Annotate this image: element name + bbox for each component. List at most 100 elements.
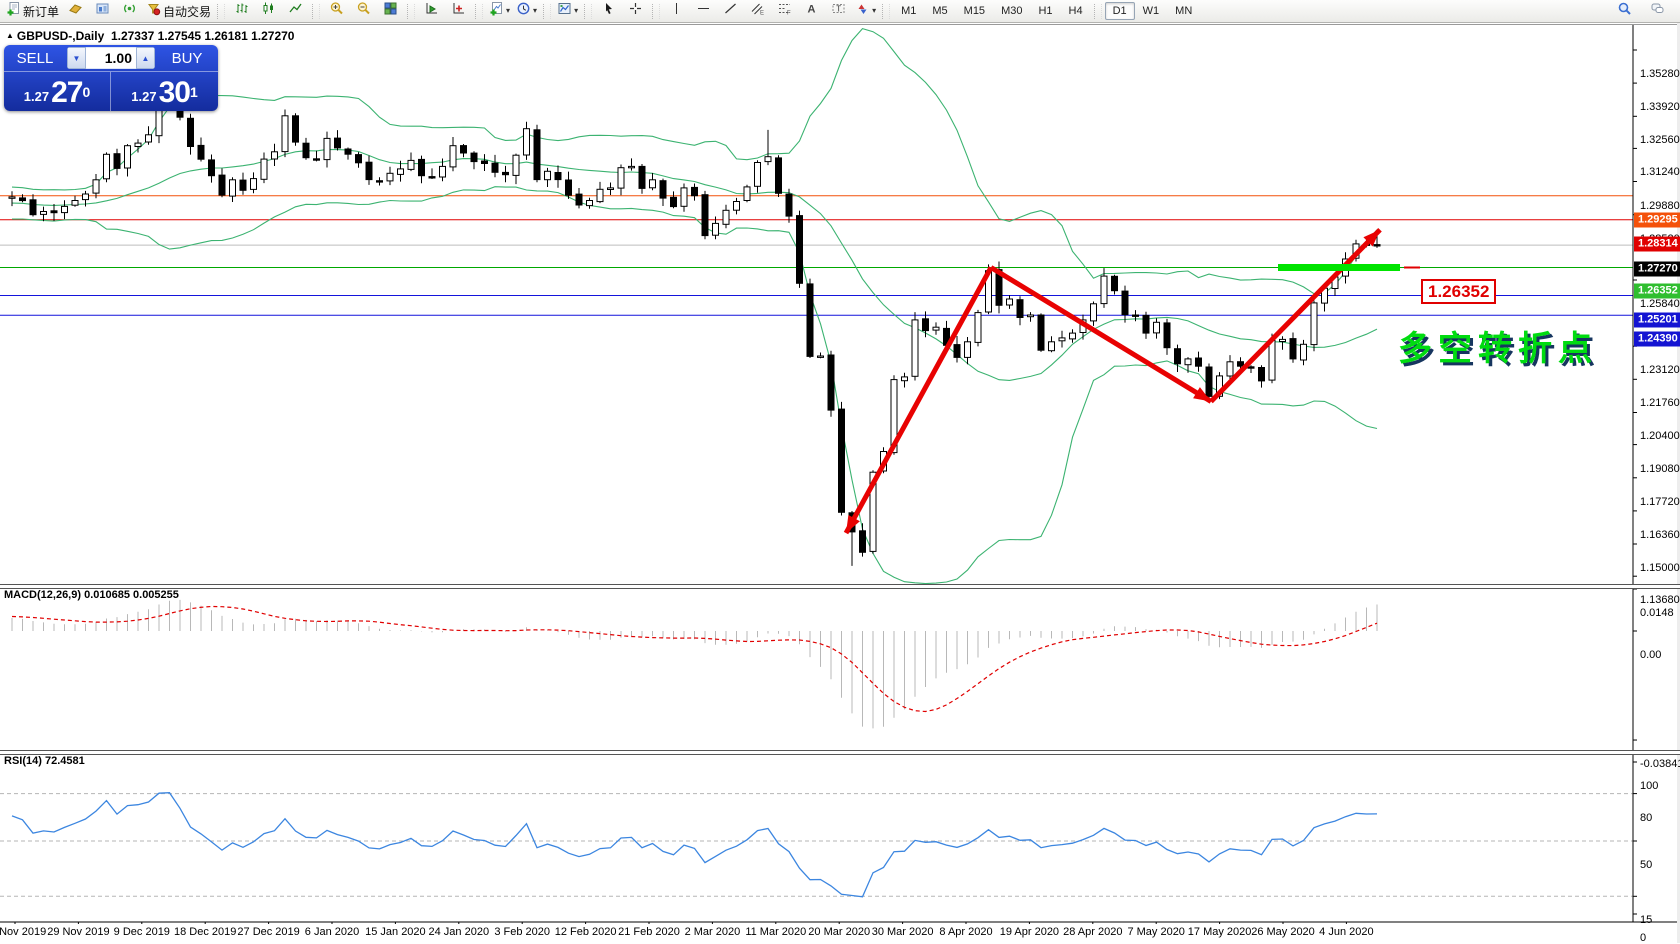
- price-tick-label: 1.15000: [1640, 562, 1680, 575]
- date-tick-label: 9 Dec 2019: [113, 926, 170, 938]
- date-tick-label: 7 May 2020: [1127, 926, 1185, 938]
- arrows-button[interactable]: ▾: [852, 0, 879, 22]
- svg-text:T: T: [836, 4, 841, 13]
- line-chart-button[interactable]: [282, 0, 309, 22]
- date-tick-label: 19 Apr 2020: [999, 926, 1060, 938]
- buy-button[interactable]: BUY: [171, 49, 203, 67]
- date-tick-label: 12 Feb 2020: [554, 926, 617, 938]
- toolbar-right-icons: [1611, 0, 1677, 22]
- indicators-icon: [557, 1, 572, 21]
- price-tick-label: 1.31240: [1640, 166, 1680, 179]
- periods-clock-button[interactable]: ▾: [513, 0, 540, 22]
- profile-button[interactable]: [62, 0, 89, 22]
- bollinger-bands: [11, 27, 1378, 585]
- main-toolbar: 新订单 自动交易 ▾ ▾ ▾ E F A T ▾ M1 M5 M15 M30 H1 H4 D1 W1 MN: [0, 0, 1680, 23]
- sell-price[interactable]: 1.27 27 0: [4, 72, 111, 111]
- rsi-line: [11, 792, 1378, 898]
- new-chart-button[interactable]: ▾: [486, 0, 513, 22]
- timeframe-h1-button[interactable]: H1: [1038, 5, 1053, 17]
- tile-windows-button[interactable]: [377, 0, 404, 22]
- sell-button[interactable]: SELL: [16, 49, 54, 67]
- svg-text:A: A: [808, 4, 816, 16]
- toolbar-separator: [217, 3, 226, 19]
- candle-chart-button[interactable]: [255, 0, 282, 22]
- search-button[interactable]: [1611, 0, 1638, 22]
- price-tag-1.25201: 1.25201: [1634, 312, 1680, 328]
- date-tick-label: 6 Jan 2020: [304, 926, 360, 938]
- cursor-button[interactable]: [595, 0, 622, 22]
- price-tag-1.24390: 1.24390: [1634, 331, 1680, 347]
- fibonacci-icon: F: [777, 1, 792, 21]
- volume-stepper[interactable]: ▼ ▲: [67, 47, 155, 69]
- buy-price-small: 1.27: [131, 89, 157, 104]
- cn-annotation-text[interactable]: 多空转折点: [1398, 330, 1598, 368]
- chat-icon: [1650, 1, 1665, 21]
- chat-button[interactable]: [1644, 0, 1671, 22]
- signal-button[interactable]: [116, 0, 143, 22]
- zoom-in-button[interactable]: [323, 0, 350, 22]
- channel-button[interactable]: E: [744, 0, 771, 22]
- price-annotation-box[interactable]: 1.26352: [1421, 279, 1497, 304]
- symbol-period-label: GBPUSD-,Daily: [16, 29, 105, 43]
- timeframe-w1-button[interactable]: W1: [1142, 5, 1160, 17]
- hline-button[interactable]: [690, 0, 717, 22]
- collapse-arrow-icon[interactable]: ▲: [6, 31, 14, 40]
- bar-chart-icon: [234, 1, 249, 21]
- timeframe-mn-button[interactable]: MN: [1175, 5, 1193, 17]
- chart-add-button[interactable]: [445, 0, 472, 22]
- toolbar-separator: [407, 3, 416, 19]
- charts-window-button[interactable]: [89, 0, 116, 22]
- text-button[interactable]: A: [798, 0, 825, 22]
- date-tick-label: 28 Apr 2020: [1063, 926, 1123, 938]
- volume-input[interactable]: [86, 48, 136, 68]
- new-order-button[interactable]: 新订单: [3, 0, 62, 22]
- timeframe-h4-button[interactable]: H4: [1068, 5, 1083, 17]
- sell-price-big: 27: [51, 76, 83, 109]
- macd-tick-label: 0.00: [1640, 649, 1662, 661]
- macd-indicator-label: MACD(12,26,9) 0.010685 0.005255: [4, 589, 179, 601]
- price-tag-1.28314: 1.28314: [1634, 236, 1680, 252]
- label-button[interactable]: T: [825, 0, 852, 22]
- date-tick-label: 8 Apr 2020: [939, 926, 993, 938]
- volume-increase-button[interactable]: ▲: [136, 47, 155, 69]
- crosshair-button[interactable]: [622, 0, 649, 22]
- green-level-bar: [1278, 264, 1400, 271]
- fibonacci-button[interactable]: F: [771, 0, 798, 22]
- trendline-button[interactable]: [717, 0, 744, 22]
- macd-histogram: [11, 599, 1378, 729]
- toolbar-separator: [882, 3, 891, 19]
- chart-play-button[interactable]: [418, 0, 445, 22]
- buy-price[interactable]: 1.27 30 1: [111, 72, 218, 111]
- chart-window[interactable]: ▲ GBPUSD-,Daily 1.27337 1.27545 1.26181 1…: [0, 24, 1680, 944]
- dropdown-caret-icon: ▾: [872, 6, 877, 15]
- sell-price-sup: 0: [82, 84, 91, 100]
- new-chart-icon: [489, 1, 504, 21]
- toolbar-separator: [1093, 3, 1102, 19]
- vline-button[interactable]: [663, 0, 690, 22]
- arrows-icon: [855, 1, 870, 21]
- volume-decrease-button[interactable]: ▼: [67, 47, 86, 69]
- timeframe-m5-button[interactable]: M5: [932, 5, 948, 17]
- timeframe-m30-button[interactable]: M30: [1001, 5, 1023, 17]
- price-tick-label: 1.33920: [1640, 101, 1680, 114]
- timeframe-m15-button[interactable]: M15: [963, 5, 986, 17]
- autotrade-button[interactable]: 自动交易: [143, 0, 214, 22]
- date-tick-label: 21 Feb 2020: [618, 926, 680, 938]
- hline-icon: [696, 1, 711, 21]
- toolbar-separator: [584, 3, 593, 19]
- price-tag-1.27270: 1.27270: [1634, 261, 1680, 277]
- bar-chart-button[interactable]: [228, 0, 255, 22]
- pane-separator-macd[interactable]: [0, 584, 1680, 589]
- price-tick-label: 1.13680: [1640, 594, 1680, 607]
- pane-separator-rsi[interactable]: [0, 750, 1680, 755]
- zoom-out-button[interactable]: [350, 0, 377, 22]
- right-edge-strip: [1677, 0, 1680, 943]
- chart-canvas[interactable]: [0, 25, 1680, 924]
- timeframe-d1-button[interactable]: D1: [1104, 2, 1135, 20]
- cursor-icon: [601, 1, 616, 21]
- rsi-tick-label: 80: [1640, 811, 1653, 824]
- timeframe-m1-button[interactable]: M1: [901, 5, 917, 17]
- dropdown-caret-icon: ▾: [506, 6, 511, 15]
- indicators-button[interactable]: ▾: [554, 0, 581, 22]
